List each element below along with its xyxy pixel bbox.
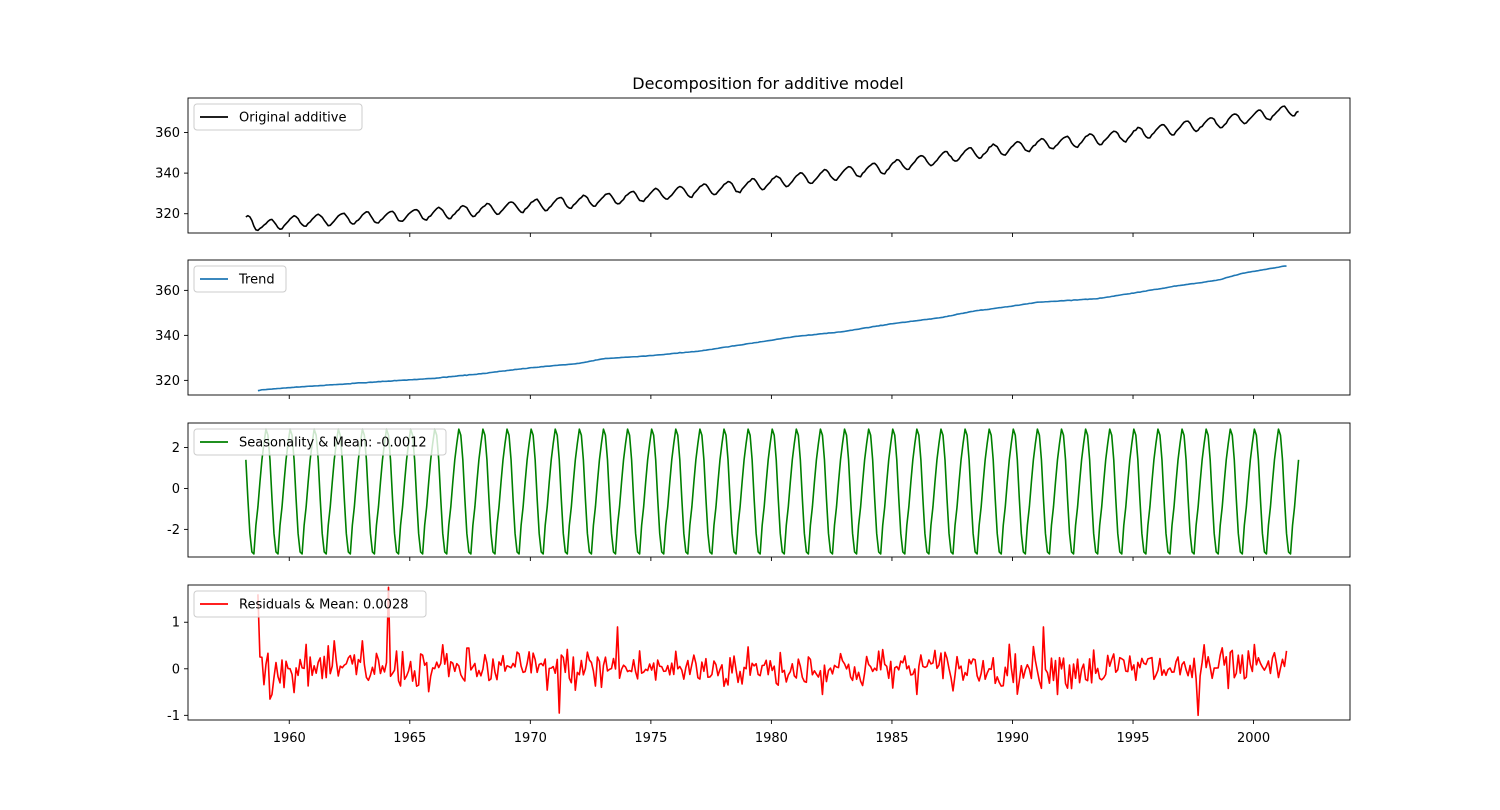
- legend-label: Trend: [238, 273, 275, 288]
- figure-title: Decomposition for additive model: [632, 74, 903, 93]
- ytick-label: 320: [155, 374, 180, 389]
- legend-box: [193, 590, 427, 618]
- xtick-label: 1960: [273, 731, 306, 746]
- ytick-label: -2: [167, 523, 180, 538]
- subplot-1: 320 340 360 Original additive: [155, 97, 1351, 237]
- ytick-label: 340: [155, 329, 180, 344]
- xtick-label: 1975: [634, 731, 667, 746]
- ytick-label: 1: [172, 616, 180, 631]
- legend-box: [193, 103, 363, 131]
- subplot-2: 320 340 360 Trend: [155, 259, 1351, 399]
- axes-frame: [187, 97, 1351, 234]
- xtick-label: 1985: [875, 731, 908, 746]
- xtick-label: 1990: [996, 731, 1029, 746]
- legend-3: Seasonality & Mean: -0.0012: [193, 428, 447, 456]
- subplot-4: -1 0 1 1960 1965 1970 1975 1980 1985 1990 1995 2000…: [167, 584, 1351, 746]
- axes-frame: [187, 584, 1351, 721]
- subplot-panels: 320 340 360 Original additive 320 340 360 Trend…: [155, 97, 1351, 746]
- xtick-label: 1965: [393, 731, 426, 746]
- ytick-label: 320: [155, 207, 180, 222]
- ytick-label: 0: [172, 662, 180, 677]
- series-line-4: [257, 586, 1288, 717]
- ytick-label: -1: [167, 709, 180, 724]
- legend-label: Original additive: [239, 111, 347, 126]
- ytick-label: 2: [172, 441, 180, 456]
- ytick-label: 360: [155, 126, 180, 141]
- axes-frame: [187, 259, 1351, 396]
- xtick-label: 1995: [1116, 731, 1149, 746]
- subplot-3: -2 0 2 Seasonality & Mean: -0.0012: [167, 422, 1351, 561]
- ytick-label: 0: [172, 482, 180, 497]
- xtick-label: 2000: [1237, 731, 1270, 746]
- ytick-label: 360: [155, 284, 180, 299]
- legend-label: Residuals & Mean: 0.0028: [239, 598, 409, 613]
- xtick-label: 1980: [755, 731, 788, 746]
- xtick-label: 1970: [514, 731, 547, 746]
- axes-frame: [187, 422, 1351, 558]
- legend-box: [193, 265, 287, 293]
- series-line-2: [257, 265, 1287, 392]
- legend-4: Residuals & Mean: 0.0028: [193, 590, 427, 618]
- series-line-1: [245, 105, 1299, 232]
- legend-label: Seasonality & Mean: -0.0012: [239, 436, 427, 451]
- legend-2: Trend: [193, 265, 287, 293]
- ytick-label: 340: [155, 167, 180, 182]
- legend-1: Original additive: [193, 103, 363, 131]
- legend-box: [193, 428, 447, 456]
- series-line-3: [245, 428, 1300, 555]
